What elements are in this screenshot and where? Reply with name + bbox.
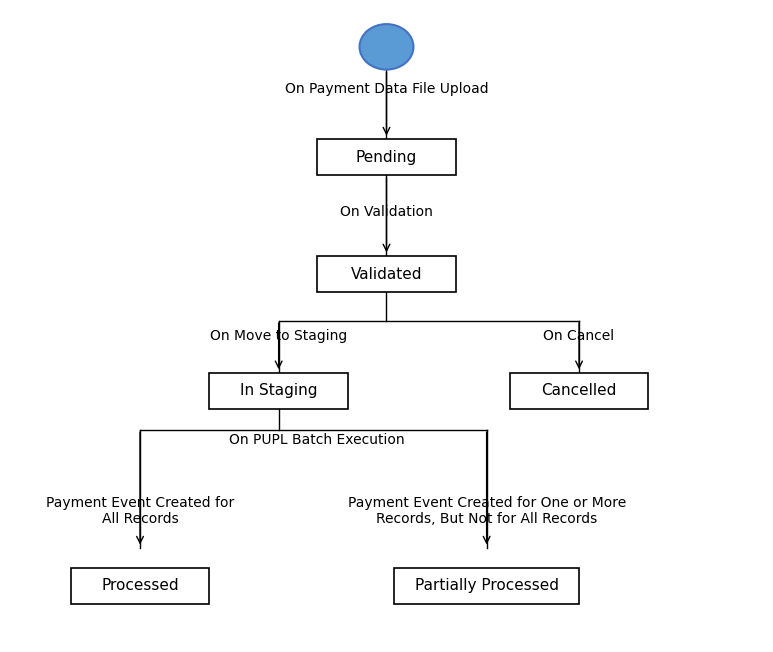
Text: On Payment Data File Upload: On Payment Data File Upload [284,82,489,96]
Circle shape [359,24,414,70]
Text: Validated: Validated [351,267,422,282]
FancyBboxPatch shape [317,256,456,292]
Text: Cancelled: Cancelled [541,383,617,398]
Text: On Cancel: On Cancel [543,329,615,343]
Text: Payment Event Created for One or More
Records, But Not for All Records: Payment Event Created for One or More Re… [348,496,626,526]
FancyBboxPatch shape [317,140,456,175]
Text: Pending: Pending [356,150,417,165]
Text: Payment Event Created for
All Records: Payment Event Created for All Records [46,496,234,526]
Text: On Move to Staging: On Move to Staging [210,329,347,343]
Text: Processed: Processed [101,578,179,593]
Text: Partially Processed: Partially Processed [414,578,559,593]
Text: On PUPL Batch Execution: On PUPL Batch Execution [230,433,405,447]
FancyBboxPatch shape [509,373,649,409]
FancyBboxPatch shape [209,373,348,409]
FancyBboxPatch shape [70,568,209,604]
Text: On Validation: On Validation [340,205,433,219]
Text: In Staging: In Staging [240,383,318,398]
FancyBboxPatch shape [394,568,579,604]
